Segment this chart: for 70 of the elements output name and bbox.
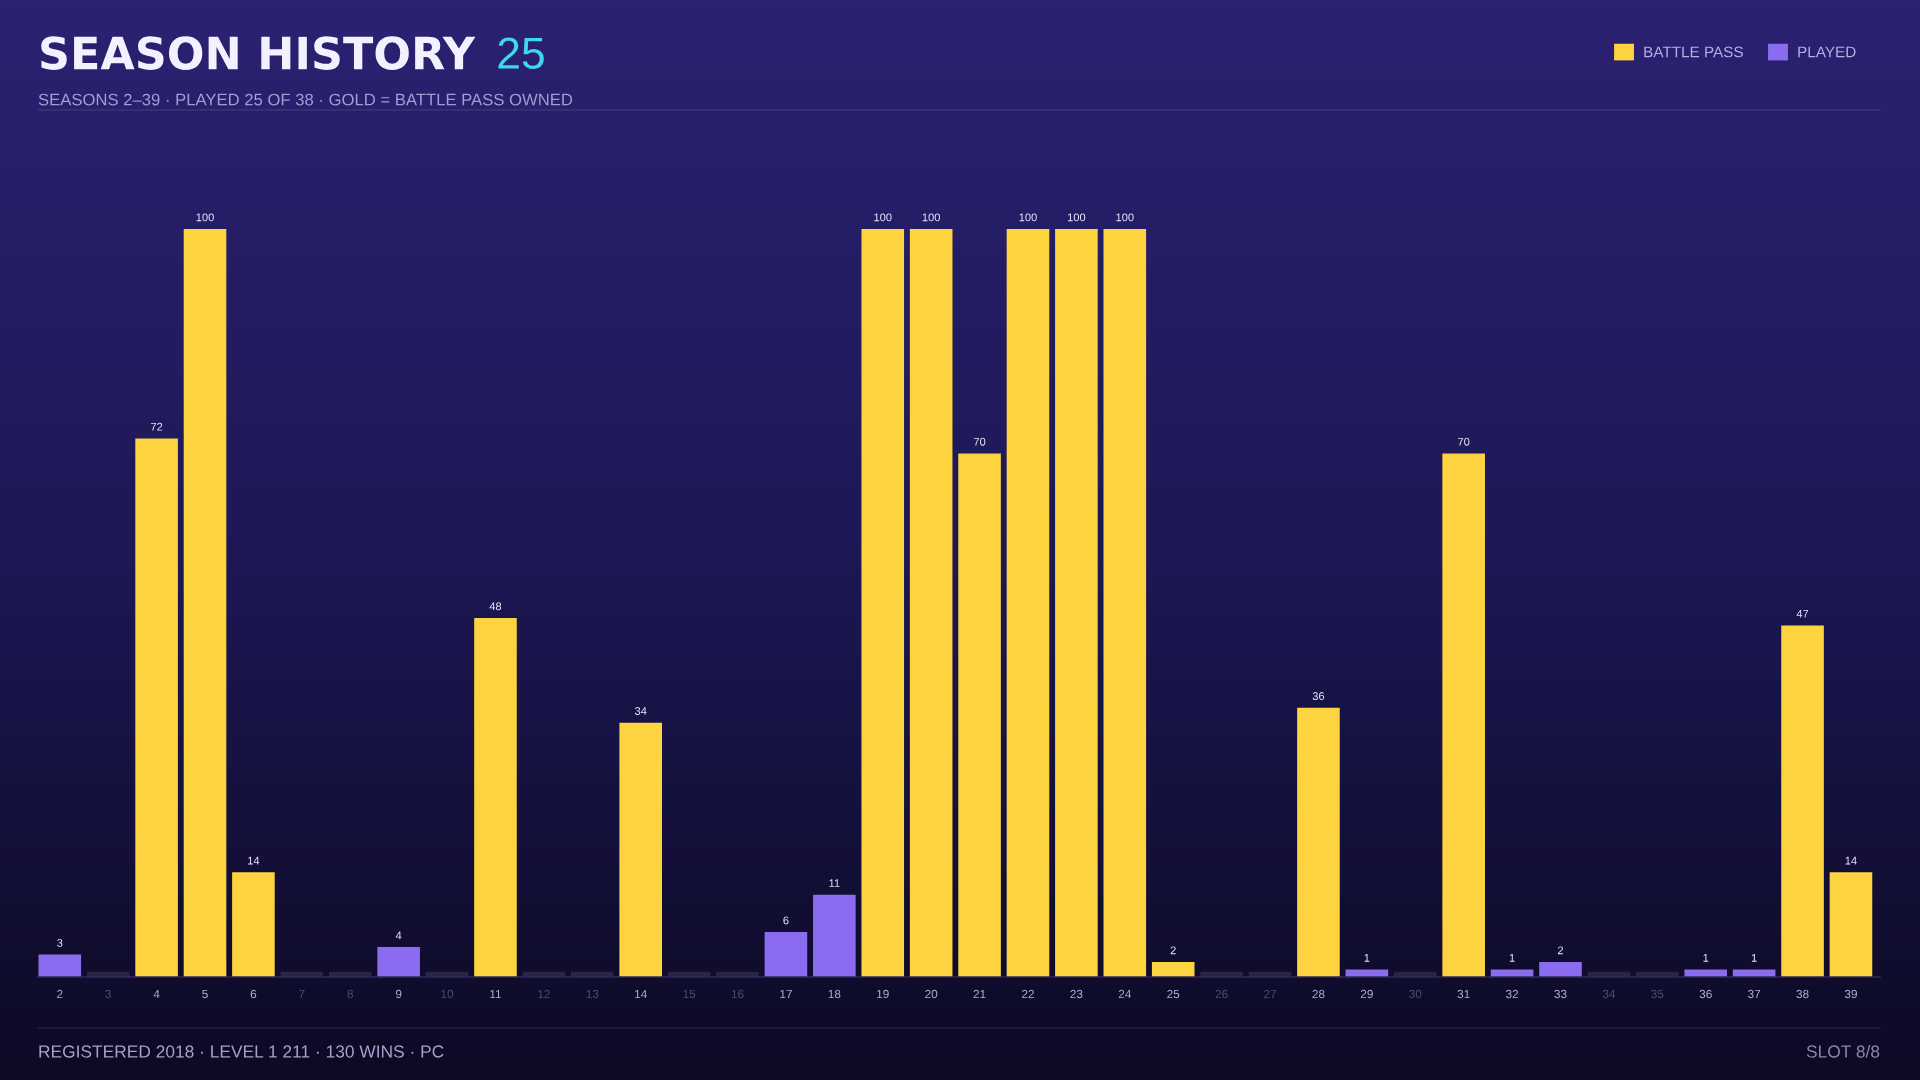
x-tick-label: 23 [1070, 989, 1083, 999]
x-tick-label: 34 [1602, 989, 1616, 999]
x-tick-label: 6 [250, 989, 257, 999]
x-tick-label: 5 [202, 989, 208, 999]
x-tick-label: 2 [57, 989, 63, 999]
x-tick-label: 25 [1167, 989, 1180, 999]
data-label: 14 [248, 856, 260, 865]
x-tick-label: 15 [683, 989, 696, 999]
data-label: 100 [1019, 213, 1037, 222]
x-tick-label: 35 [1651, 989, 1664, 999]
x-tick-label: 19 [877, 989, 889, 999]
data-label: 70 [1458, 437, 1470, 446]
data-label: 3 [57, 938, 63, 947]
x-tick-label: 20 [925, 989, 938, 999]
data-label: 72 [151, 422, 163, 431]
x-tick-label: 12 [538, 989, 550, 999]
chart-subtitle: SEASONS 2–39 · PLAYED 25 OF 38 · GOLD = BATTLE PASS OWNED [38, 93, 573, 106]
data-label: 1 [1751, 954, 1757, 962]
data-label: 2 [1170, 946, 1176, 955]
text: SLOT 8/8 [1806, 1044, 1880, 1058]
data-label: 11 [829, 879, 840, 887]
x-tick-label: 26 [1215, 989, 1228, 999]
data-label: 4 [395, 931, 402, 940]
x-tick-label: 29 [1360, 989, 1373, 999]
data-label: 48 [489, 602, 502, 611]
data-label: 6 [783, 916, 789, 925]
x-tick-label: 22 [1022, 989, 1034, 999]
x-tick-label: 32 [1505, 989, 1519, 999]
x-tick-label: 8 [347, 989, 354, 999]
x-tick-label: 4 [153, 989, 160, 999]
data-label: 100 [1116, 213, 1134, 222]
data-label: 100 [922, 213, 940, 222]
data-label: 100 [196, 213, 214, 222]
data-label: 1 [1509, 954, 1515, 962]
x-tick-label: 21 [973, 989, 986, 999]
x-tick-label: 24 [1118, 989, 1132, 999]
data-label: 47 [1796, 609, 1809, 618]
data-label: 1 [1703, 954, 1709, 962]
x-tick-label: 17 [780, 989, 792, 999]
data-label: 36 [1312, 692, 1325, 700]
text: REGISTERED 2018 · LEVEL 1 211 · 130 WINS · PC [39, 1045, 444, 1058]
x-tick-label: 9 [395, 989, 402, 999]
x-tick-label: 13 [586, 989, 599, 999]
data-label: 2 [1557, 946, 1564, 955]
legend-label: BATTLE PASS [1644, 46, 1743, 58]
x-tick-label: 37 [1748, 989, 1761, 999]
x-tick-label: 14 [635, 989, 647, 999]
x-tick-label: 27 [1264, 989, 1277, 999]
x-tick-label: 7 [299, 989, 305, 999]
x-tick-label: 31 [1457, 989, 1470, 999]
chart-title: SEASON HISTORY [41, 36, 476, 70]
x-tick-label: 36 [1699, 989, 1712, 999]
legend-label: PLAYED [1798, 46, 1856, 58]
x-tick-label: 33 [1554, 989, 1567, 999]
x-tick-label: 28 [1312, 989, 1325, 999]
data-label: 14 [1845, 856, 1857, 865]
data-label: 100 [1067, 213, 1086, 222]
x-tick-label: 30 [1409, 989, 1422, 999]
text: 25 [498, 37, 544, 69]
x-tick-label: 10 [441, 989, 454, 999]
x-tick-label: 11 [490, 989, 502, 999]
x-tick-label: 3 [105, 989, 111, 999]
x-tick-label: 16 [731, 989, 744, 999]
data-label: 70 [973, 437, 986, 446]
data-label: 34 [634, 707, 647, 715]
data-label: 1 [1364, 954, 1370, 962]
x-tick-label: 38 [1796, 989, 1809, 999]
x-tick-label: 18 [828, 989, 841, 999]
data-label: 100 [874, 213, 892, 222]
x-tick-label: 39 [1844, 989, 1857, 999]
